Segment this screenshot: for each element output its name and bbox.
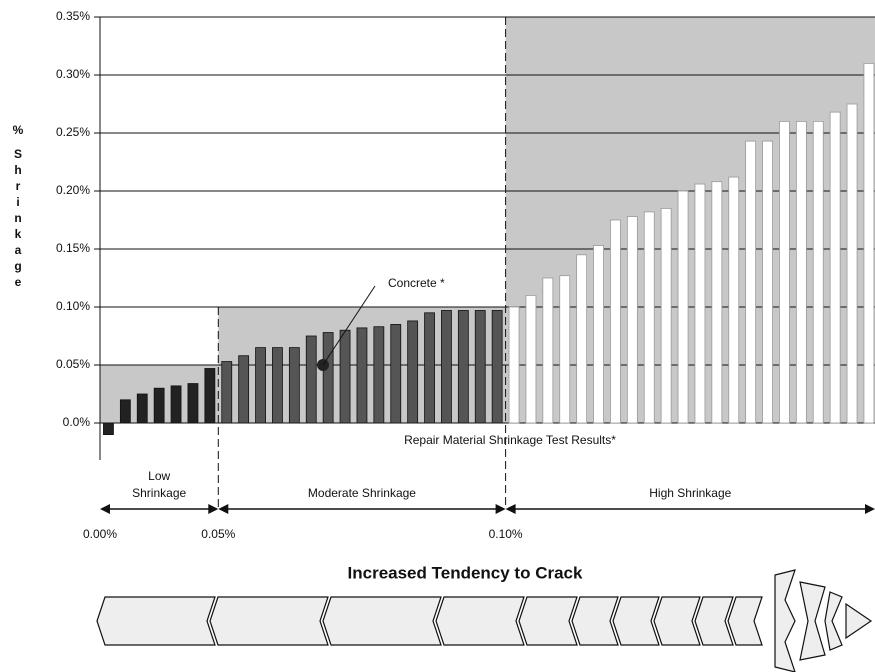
y-tick-label: 0.35% xyxy=(56,9,90,23)
bar xyxy=(272,347,283,424)
crack-segment xyxy=(435,596,525,646)
bar xyxy=(103,422,114,435)
bar xyxy=(441,310,452,424)
bar xyxy=(322,332,334,424)
bar xyxy=(846,103,858,424)
y-tick-label: 0.20% xyxy=(56,183,90,197)
crack-segment xyxy=(727,596,763,646)
bar xyxy=(812,121,824,424)
crack-graphic xyxy=(96,569,873,672)
bar xyxy=(660,207,672,424)
crack-tip xyxy=(774,569,873,672)
bar xyxy=(288,347,300,424)
zone-label: Low Shrinkage xyxy=(132,469,186,500)
scale-label: 0.05% xyxy=(201,527,235,541)
scale-label: 0.00% xyxy=(83,527,117,541)
bar xyxy=(373,326,385,424)
bar xyxy=(525,294,537,424)
bar xyxy=(576,254,588,424)
bar xyxy=(694,183,706,424)
bar xyxy=(542,277,554,424)
bar xyxy=(711,181,723,424)
crack-segment xyxy=(571,596,619,646)
bar xyxy=(390,323,402,424)
bar xyxy=(728,176,740,424)
y-tick-label: 0.10% xyxy=(56,299,90,313)
bar xyxy=(779,121,790,424)
bar xyxy=(863,63,875,424)
bar xyxy=(677,190,689,424)
bar xyxy=(407,320,419,424)
bar xyxy=(153,387,165,424)
zone-label: Moderate Shrinkage xyxy=(308,486,416,500)
bar xyxy=(136,393,148,424)
bar xyxy=(508,306,520,424)
bar xyxy=(170,385,182,424)
zone-label: High Shrinkage xyxy=(649,486,731,500)
bar xyxy=(238,355,250,424)
crack-segment xyxy=(694,596,734,646)
annotation-label: Concrete * xyxy=(388,276,445,290)
bar xyxy=(795,121,807,424)
chart-title: Increased Tendency to Crack xyxy=(348,563,583,582)
bar xyxy=(457,310,469,424)
bar xyxy=(610,219,621,424)
bar xyxy=(204,368,216,424)
y-tick-label: 0.30% xyxy=(56,67,90,81)
bar xyxy=(491,310,503,424)
crack-segment xyxy=(96,596,216,646)
y-tick-label: 0.15% xyxy=(56,241,90,255)
y-tick-label: 0.05% xyxy=(56,357,90,371)
x-axis-label: Repair Material Shrinkage Test Results* xyxy=(404,433,616,447)
bar xyxy=(559,275,571,424)
crack-segment xyxy=(209,596,329,646)
annotation-leader xyxy=(322,285,376,366)
bar xyxy=(762,140,773,424)
bar xyxy=(626,216,638,424)
bar xyxy=(643,211,655,424)
crack-segment xyxy=(653,596,701,646)
crack-segment xyxy=(322,596,442,646)
y-tick-label: 0.25% xyxy=(56,125,90,139)
bar xyxy=(339,329,351,424)
bar xyxy=(356,327,368,424)
crack-segment xyxy=(518,596,578,646)
bar xyxy=(474,310,486,424)
bar xyxy=(305,335,317,424)
bar xyxy=(424,312,435,424)
bar xyxy=(593,245,604,424)
bar xyxy=(745,140,757,424)
scale-label: 0.10% xyxy=(489,527,523,541)
bar xyxy=(119,399,131,424)
bar xyxy=(255,347,266,424)
bar xyxy=(829,111,841,424)
bar xyxy=(187,383,199,424)
crack-segment xyxy=(612,596,660,646)
bar xyxy=(221,361,233,424)
y-tick-label: 0.0% xyxy=(63,415,91,429)
